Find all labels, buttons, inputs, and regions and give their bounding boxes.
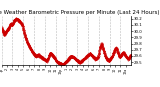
Title: Milwaukee Weather Barometric Pressure per Minute (Last 24 Hours): Milwaukee Weather Barometric Pressure pe…: [0, 10, 160, 15]
